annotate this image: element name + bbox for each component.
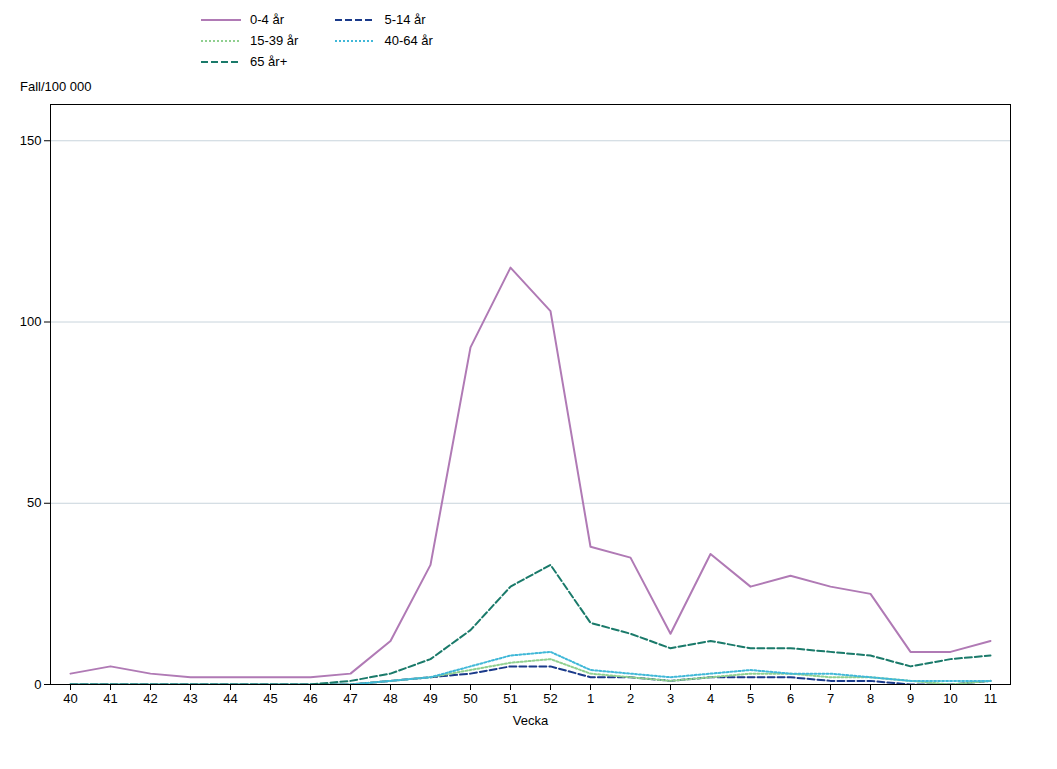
svg-text:49: 49 — [423, 691, 437, 706]
svg-text:150: 150 — [20, 133, 42, 148]
svg-text:0: 0 — [34, 677, 41, 692]
svg-text:40: 40 — [63, 691, 77, 706]
html-text:Fall/100 000: Fall/100 000 — [20, 79, 92, 94]
svg-text:46: 46 — [303, 691, 317, 706]
svg-text:51: 51 — [503, 691, 517, 706]
svg-text:9: 9 — [907, 691, 914, 706]
svg-text:11: 11 — [984, 691, 998, 706]
svg-text:47: 47 — [343, 691, 357, 706]
svg-text:48: 48 — [383, 691, 397, 706]
html-text:0-4 år: 0-4 år — [250, 12, 284, 27]
html-text:40-64 år: 40-64 år — [384, 33, 433, 48]
svg-text:3: 3 — [667, 691, 674, 706]
svg-text:50: 50 — [27, 495, 41, 510]
html-text:5-14 år: 5-14 år — [384, 12, 426, 27]
svg-text:2: 2 — [627, 691, 634, 706]
html-text:65 år+: 65 år+ — [250, 54, 288, 69]
svg-text:6: 6 — [787, 691, 794, 706]
svg-text:44: 44 — [223, 691, 237, 706]
svg-text:100: 100 — [20, 314, 42, 329]
svg-text:1: 1 — [587, 691, 594, 706]
svg-text:52: 52 — [543, 691, 557, 706]
svg-text:41: 41 — [103, 691, 117, 706]
svg-text:5: 5 — [747, 691, 754, 706]
svg-text:42: 42 — [143, 691, 157, 706]
html-text:15-39 år: 15-39 år — [250, 33, 299, 48]
svg-text:7: 7 — [827, 691, 834, 706]
svg-text:4: 4 — [707, 691, 714, 706]
svg-text:45: 45 — [263, 691, 277, 706]
svg-text:8: 8 — [867, 691, 874, 706]
svg-text:43: 43 — [183, 691, 197, 706]
svg-text:Vecka: Vecka — [513, 713, 549, 728]
svg-text:10: 10 — [943, 691, 957, 706]
svg-text:50: 50 — [463, 691, 477, 706]
